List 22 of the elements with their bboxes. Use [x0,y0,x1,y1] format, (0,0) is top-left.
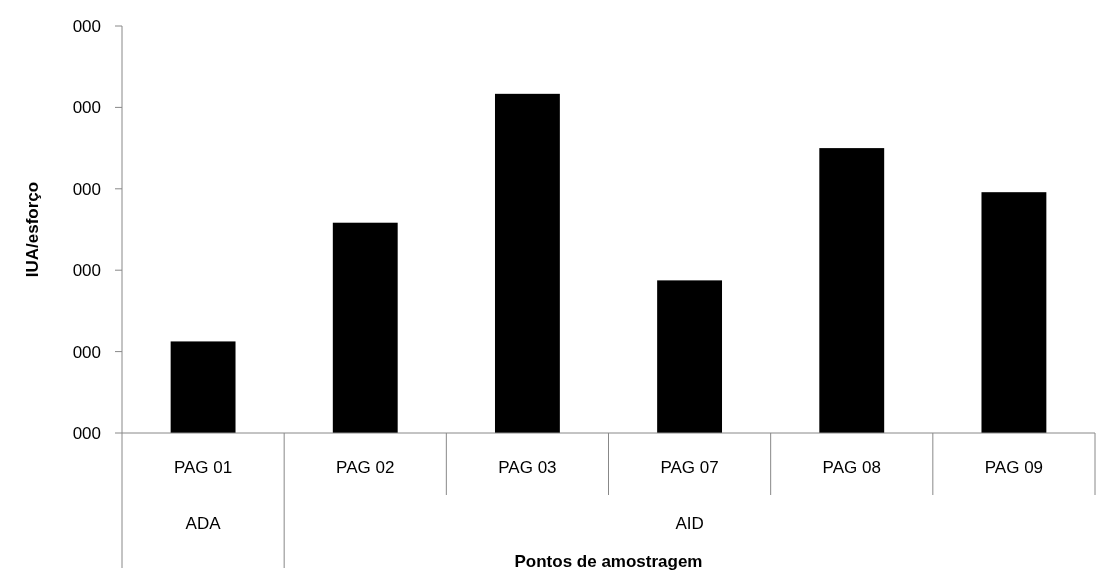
text: 000 [72,16,101,36]
x-tick-label: PAG 08 [822,458,881,477]
bar [657,280,723,433]
text: 000 [72,342,101,362]
bar [494,93,560,433]
bar [819,148,885,433]
x-tick-label: PAG 07 [660,458,719,477]
bar [170,341,236,433]
text: 000 [72,261,101,281]
y-axis-title: IUA/esforço [23,181,42,278]
bar [981,192,1047,433]
x-tick-label: PAG 01 [173,458,233,477]
text: 000 [72,98,101,118]
x-tick-label: PAG 02 [336,458,395,477]
x-tick-label: PAG 09 [984,458,1044,477]
x-axis-title: Pontos de amostragem [514,552,703,571]
text: 000 [72,423,101,443]
text: AID [675,514,704,533]
bar [332,222,398,433]
text: ADA [185,514,222,533]
text: 000 [72,179,101,199]
x-tick-label: PAG 03 [498,458,557,477]
